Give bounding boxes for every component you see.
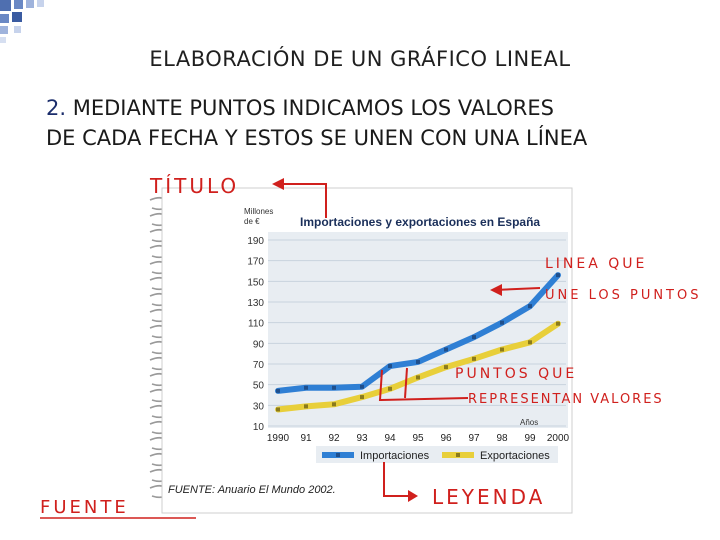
y-axis-ticks: 10 30 50 70 90 110 130 150 170 190 bbox=[247, 236, 264, 433]
corner-square bbox=[14, 26, 21, 33]
y-tick-label: 70 bbox=[253, 360, 265, 371]
data-point-exportaciones bbox=[472, 356, 476, 361]
x-tick-label: 97 bbox=[468, 433, 480, 444]
legend: Importaciones Exportaciones bbox=[322, 450, 550, 462]
data-point-exportaciones bbox=[276, 407, 280, 412]
data-point-importaciones bbox=[472, 335, 476, 340]
data-point-exportaciones bbox=[500, 347, 504, 352]
arrow-heads bbox=[272, 178, 502, 502]
y-axis-label-line-2: de € bbox=[244, 217, 260, 226]
corner-square bbox=[26, 0, 34, 8]
subtitle-number: 2. bbox=[46, 96, 67, 120]
data-point-importaciones bbox=[276, 388, 280, 393]
y-tick-label: 50 bbox=[253, 381, 265, 392]
data-point-importaciones bbox=[416, 359, 420, 364]
chart-source: FUENTE: Anuario El Mundo 2002. bbox=[168, 484, 336, 496]
corner-square bbox=[0, 37, 6, 43]
annotation-fuente: FUENTE bbox=[40, 497, 129, 518]
arrowhead-linea bbox=[490, 284, 502, 296]
x-tick-label: 1990 bbox=[267, 433, 290, 444]
annotation-puntos-que: PUNTOS QUE bbox=[455, 366, 578, 382]
data-point-importaciones bbox=[556, 273, 560, 278]
slide-title: ELABORACIÓN DE UN GRÁFICO LINEAL bbox=[149, 47, 571, 71]
slide-subtitle: 2. MEDIANTE PUNTOS INDICAMOS LOS VALORES… bbox=[46, 93, 706, 153]
annotation-leyenda: LEYENDA bbox=[432, 485, 546, 509]
corner-square bbox=[14, 0, 23, 9]
x-tick-label: 91 bbox=[300, 433, 312, 444]
y-axis-label: Millones de € bbox=[244, 207, 273, 226]
data-point-importaciones bbox=[304, 385, 308, 390]
y-tick-label: 30 bbox=[253, 401, 265, 412]
data-point-exportaciones bbox=[444, 365, 448, 370]
x-tick-label: 96 bbox=[440, 433, 452, 444]
arrow-puntos-2 bbox=[404, 367, 408, 399]
corner-square bbox=[0, 0, 11, 11]
y-tick-label: 130 bbox=[247, 298, 264, 309]
data-point-importaciones bbox=[444, 347, 448, 352]
x-axis-label: Años bbox=[520, 418, 538, 427]
corner-square bbox=[12, 12, 22, 22]
y-axis-label-line-1: Millones bbox=[244, 207, 273, 216]
arrow-titulo bbox=[275, 183, 327, 218]
annotation-arrows bbox=[275, 183, 541, 497]
data-point-importaciones bbox=[332, 385, 336, 390]
legend-box bbox=[316, 446, 558, 463]
plot-area bbox=[268, 232, 568, 428]
y-tick-label: 90 bbox=[253, 339, 265, 350]
y-tick-label: 10 bbox=[253, 422, 265, 433]
arrow-leyenda bbox=[383, 462, 412, 497]
data-point-exportaciones bbox=[388, 386, 392, 391]
subtitle-line-1: MEDIANTE PUNTOS INDICAMOS LOS VALORES bbox=[72, 96, 554, 120]
legend-swatch-point bbox=[456, 453, 460, 457]
data-point-importaciones bbox=[360, 384, 364, 389]
x-tick-label: 98 bbox=[496, 433, 508, 444]
data-point-importaciones bbox=[500, 320, 504, 325]
x-axis-ticks: 1990 91 92 93 94 95 96 97 98 99 2000 bbox=[267, 433, 570, 444]
y-tick-label: 170 bbox=[247, 257, 264, 268]
annotation-une-los-puntos: UNE LOS PUNTOS bbox=[545, 288, 702, 303]
arrowhead-titulo bbox=[272, 178, 284, 190]
data-point-importaciones bbox=[388, 364, 392, 369]
annotation-linea-que: LINEA QUE bbox=[545, 256, 648, 272]
arrow-puntos bbox=[378, 369, 469, 402]
x-tick-label: 95 bbox=[412, 433, 424, 444]
x-tick-label: 94 bbox=[384, 433, 396, 444]
legend-label: Importaciones bbox=[360, 450, 430, 462]
x-tick-label: 99 bbox=[524, 433, 536, 444]
y-tick-label: 150 bbox=[247, 277, 264, 288]
data-point-exportaciones bbox=[528, 340, 532, 345]
x-tick-label: 92 bbox=[328, 433, 340, 444]
y-tick-label: 110 bbox=[248, 319, 264, 330]
data-point-exportaciones bbox=[304, 404, 308, 409]
corner-square bbox=[0, 26, 8, 34]
data-point-exportaciones bbox=[416, 375, 420, 380]
subtitle-line-2: DE CADA FECHA Y ESTOS SE UNEN CON UNA LÍ… bbox=[46, 126, 588, 150]
data-point-exportaciones bbox=[556, 321, 560, 326]
data-point-exportaciones bbox=[332, 402, 336, 407]
y-tick-label: 190 bbox=[247, 236, 264, 247]
x-tick-label: 2000 bbox=[547, 433, 570, 444]
annotation-titulo: TÍTULO bbox=[150, 174, 240, 198]
series-lines bbox=[275, 272, 561, 413]
chart-title: Importaciones y exportaciones en España bbox=[300, 215, 540, 229]
legend-swatch-point bbox=[336, 453, 340, 457]
corner-square bbox=[0, 14, 9, 23]
arrowhead-leyenda bbox=[408, 490, 418, 502]
data-point-importaciones bbox=[528, 304, 532, 309]
data-point-exportaciones bbox=[360, 395, 364, 400]
corner-square bbox=[37, 0, 44, 7]
annotation-representan: REPRESENTAN VALORES bbox=[468, 392, 664, 407]
legend-label: Exportaciones bbox=[480, 450, 550, 462]
x-tick-label: 93 bbox=[356, 433, 368, 444]
